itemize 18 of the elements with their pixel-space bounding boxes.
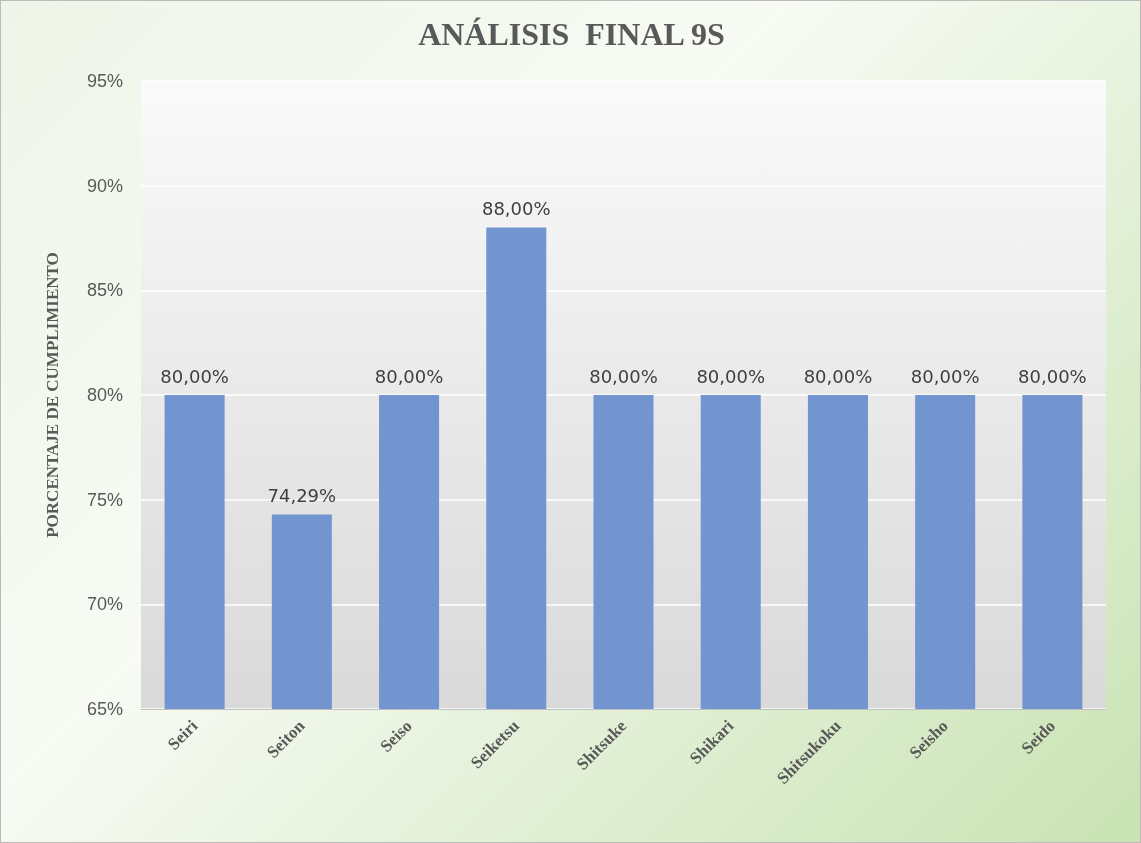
data-label: 88,00% [481,198,551,220]
data-label: 80,00% [374,365,444,387]
data-label: 80,00% [910,365,980,387]
data-label: 74,29% [267,485,337,507]
data-label: 80,00% [803,365,873,387]
y-tick-label: 80% [86,385,123,405]
y-tick-label: 85% [86,280,123,301]
y-tick-label: 95% [86,71,123,91]
y-tick-label: 75% [86,489,123,510]
data-label: 80,00% [1018,365,1087,387]
y-tick-label: 65% [86,699,123,719]
data-label: 80,00% [696,365,766,387]
y-tick-label: 90% [86,175,123,196]
chart-title: ANÁLISIS FINAL 9S [418,16,725,52]
y-tick-label: 70% [86,594,123,615]
y-axis-title: PORCENTAJE DE CUMPLIMIENTO [43,252,62,538]
data-label: 80,00% [160,365,229,387]
data-label: 80,00% [589,365,658,387]
